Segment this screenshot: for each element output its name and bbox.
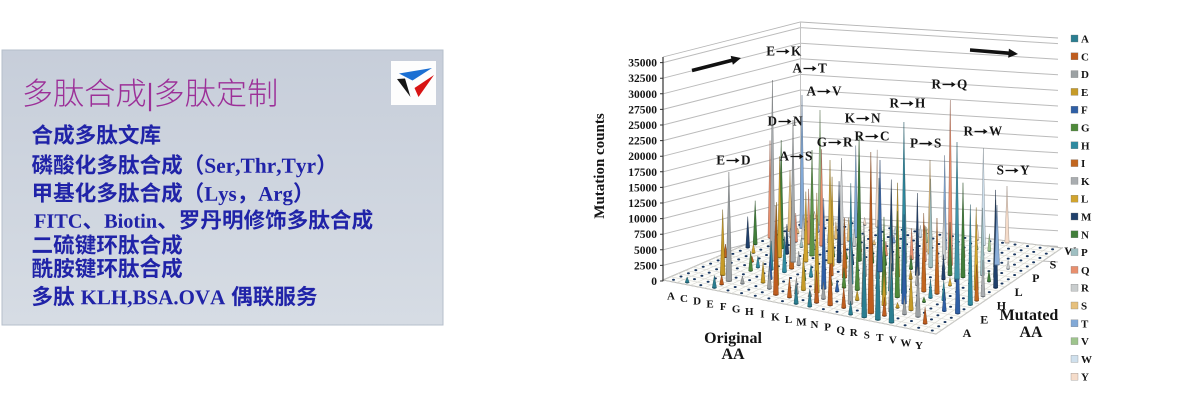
svg-text:20000: 20000 bbox=[628, 151, 657, 163]
svg-text:N: N bbox=[793, 114, 803, 129]
svg-text:W: W bbox=[900, 337, 911, 349]
svg-text:R: R bbox=[850, 327, 859, 339]
svg-text:P: P bbox=[1032, 271, 1039, 285]
svg-text:I: I bbox=[1081, 158, 1085, 170]
svg-text:D: D bbox=[1081, 69, 1089, 81]
svg-text:27500: 27500 bbox=[628, 104, 657, 116]
svg-text:Q: Q bbox=[957, 77, 967, 92]
svg-text:0: 0 bbox=[651, 276, 657, 288]
svg-text:35000: 35000 bbox=[628, 58, 657, 70]
svg-text:Y: Y bbox=[915, 340, 923, 352]
svg-text:E: E bbox=[980, 312, 988, 326]
svg-text:K: K bbox=[791, 44, 802, 59]
svg-text:T: T bbox=[818, 61, 827, 76]
svg-text:5000: 5000 bbox=[634, 245, 657, 257]
svg-text:D: D bbox=[741, 153, 751, 168]
svg-text:C: C bbox=[1081, 51, 1089, 63]
svg-text:P: P bbox=[824, 322, 831, 334]
svg-text:H: H bbox=[745, 306, 754, 318]
svg-text:Q: Q bbox=[1081, 265, 1090, 277]
svg-text:A: A bbox=[806, 84, 816, 99]
svg-text:R: R bbox=[1081, 283, 1090, 295]
svg-text:F: F bbox=[1081, 105, 1088, 117]
svg-text:V: V bbox=[1081, 336, 1089, 348]
svg-text:E: E bbox=[716, 153, 725, 168]
svg-text:N: N bbox=[1081, 229, 1089, 241]
svg-text:Mutated: Mutated bbox=[1000, 307, 1059, 324]
svg-text:T: T bbox=[1081, 318, 1089, 330]
svg-text:E: E bbox=[1081, 87, 1088, 99]
svg-text:R: R bbox=[889, 96, 899, 111]
svg-text:C: C bbox=[680, 293, 688, 305]
svg-text:V: V bbox=[832, 84, 842, 99]
svg-text:Y: Y bbox=[1020, 163, 1030, 178]
svg-text:10000: 10000 bbox=[628, 214, 657, 226]
svg-text:H: H bbox=[997, 299, 1007, 313]
svg-text:M: M bbox=[1081, 212, 1092, 224]
svg-text:S: S bbox=[864, 330, 870, 342]
svg-text:N: N bbox=[811, 319, 819, 331]
svg-text:A: A bbox=[792, 61, 802, 76]
svg-text:R: R bbox=[843, 135, 853, 150]
svg-text:A: A bbox=[667, 291, 675, 303]
svg-text:D: D bbox=[767, 114, 777, 129]
svg-text:Q: Q bbox=[836, 324, 845, 336]
svg-text:H: H bbox=[1081, 140, 1090, 152]
svg-text:L: L bbox=[1015, 285, 1023, 299]
svg-text:S: S bbox=[805, 149, 812, 164]
svg-text:G: G bbox=[1081, 123, 1090, 135]
svg-text:R: R bbox=[963, 124, 973, 139]
svg-text:N: N bbox=[871, 111, 881, 126]
svg-text:Mutation counts: Mutation counts bbox=[592, 113, 608, 219]
svg-text:M: M bbox=[796, 317, 807, 329]
svg-text:G: G bbox=[817, 135, 827, 150]
svg-text:12500: 12500 bbox=[628, 198, 657, 210]
svg-text:17500: 17500 bbox=[628, 167, 657, 179]
svg-text:A: A bbox=[1081, 34, 1089, 46]
svg-text:A: A bbox=[779, 149, 789, 164]
svg-text:S: S bbox=[1081, 301, 1087, 313]
svg-text:P: P bbox=[910, 136, 918, 151]
svg-text:W: W bbox=[989, 124, 1002, 139]
svg-text:P: P bbox=[1081, 247, 1088, 259]
svg-text:L: L bbox=[785, 314, 792, 326]
svg-text:K: K bbox=[845, 111, 856, 126]
svg-text:H: H bbox=[915, 96, 926, 111]
svg-text:30000: 30000 bbox=[628, 89, 657, 101]
svg-text:AA: AA bbox=[1019, 324, 1043, 341]
svg-text:V: V bbox=[889, 335, 897, 347]
svg-text:E: E bbox=[706, 298, 713, 310]
svg-text:15000: 15000 bbox=[628, 182, 657, 194]
svg-text:I: I bbox=[760, 309, 764, 321]
svg-text:K: K bbox=[771, 311, 780, 323]
svg-text:22500: 22500 bbox=[628, 136, 657, 148]
svg-text:25000: 25000 bbox=[628, 120, 657, 132]
svg-text:Y: Y bbox=[1081, 372, 1089, 384]
svg-text:2500: 2500 bbox=[634, 260, 657, 272]
svg-text:G: G bbox=[732, 304, 741, 316]
svg-text:E: E bbox=[766, 44, 775, 59]
svg-text:W: W bbox=[1081, 354, 1092, 366]
svg-text:S: S bbox=[997, 163, 1004, 178]
svg-text:7500: 7500 bbox=[634, 229, 657, 241]
svg-text:AA: AA bbox=[721, 346, 745, 363]
svg-text:32500: 32500 bbox=[628, 73, 657, 85]
svg-text:K: K bbox=[1081, 176, 1090, 188]
svg-text:Original: Original bbox=[704, 330, 762, 347]
svg-text:S: S bbox=[1050, 258, 1057, 272]
svg-text:F: F bbox=[720, 301, 727, 313]
svg-text:D: D bbox=[693, 296, 701, 308]
svg-text:T: T bbox=[876, 332, 884, 344]
svg-text:S: S bbox=[934, 136, 941, 151]
svg-text:C: C bbox=[880, 129, 890, 144]
svg-text:R: R bbox=[854, 129, 864, 144]
svg-text:L: L bbox=[1081, 194, 1088, 206]
svg-text:R: R bbox=[931, 77, 941, 92]
svg-text:A: A bbox=[963, 326, 972, 340]
